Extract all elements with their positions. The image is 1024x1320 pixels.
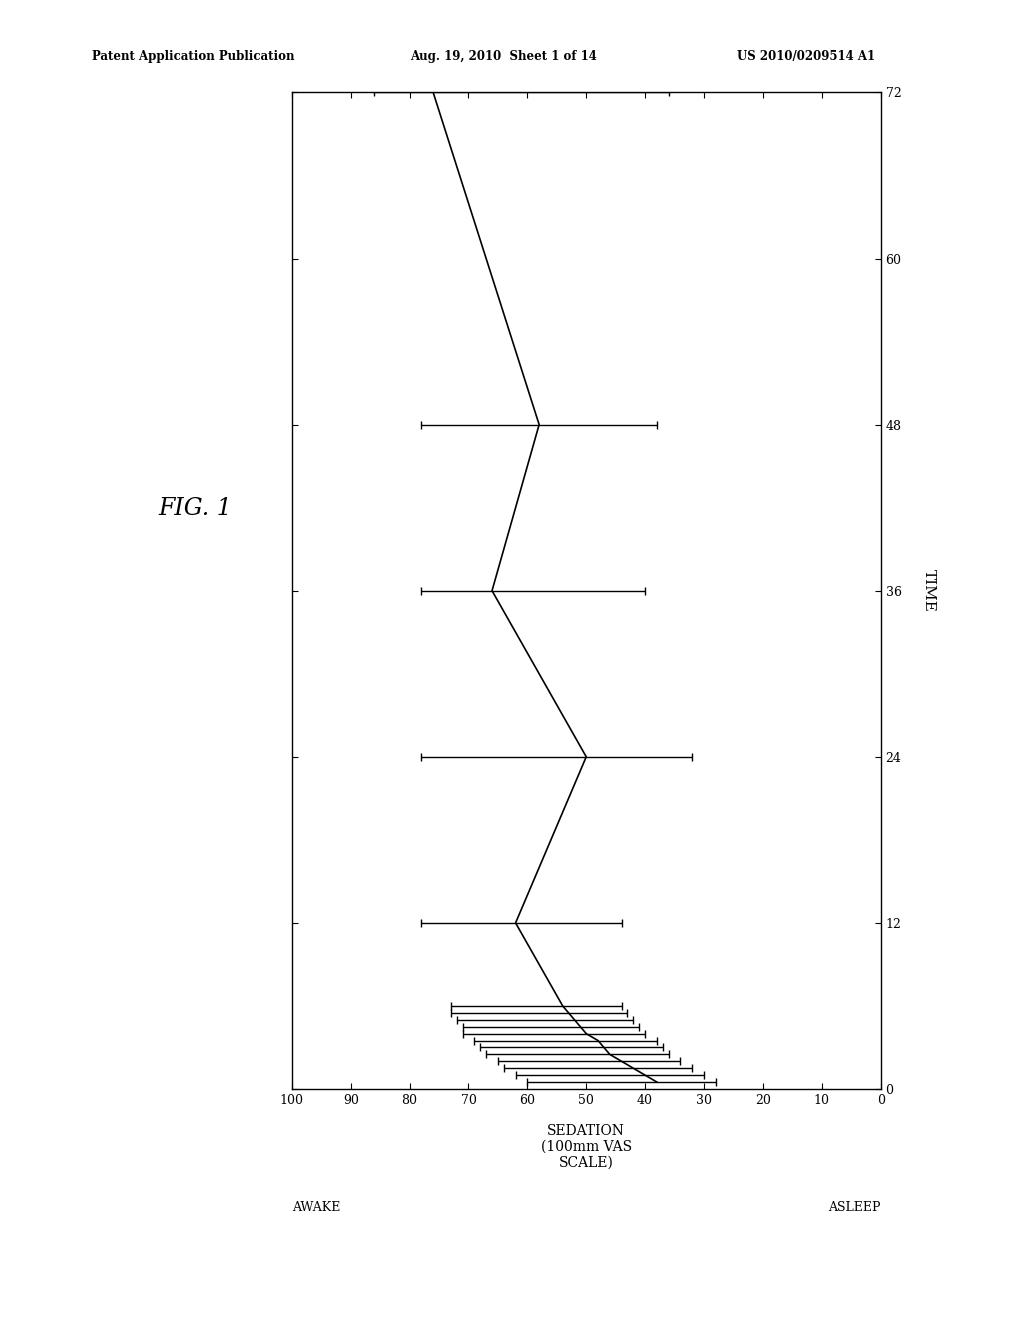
Text: FIG. 1: FIG. 1 [159, 496, 232, 520]
Y-axis label: TIME: TIME [923, 569, 936, 612]
Text: US 2010/0209514 A1: US 2010/0209514 A1 [737, 50, 876, 63]
X-axis label: SEDATION
(100mm VAS
SCALE): SEDATION (100mm VAS SCALE) [541, 1123, 632, 1170]
Text: AWAKE: AWAKE [292, 1201, 340, 1214]
Text: Aug. 19, 2010  Sheet 1 of 14: Aug. 19, 2010 Sheet 1 of 14 [410, 50, 596, 63]
Text: ASLEEP: ASLEEP [828, 1201, 881, 1214]
Text: Patent Application Publication: Patent Application Publication [92, 50, 295, 63]
